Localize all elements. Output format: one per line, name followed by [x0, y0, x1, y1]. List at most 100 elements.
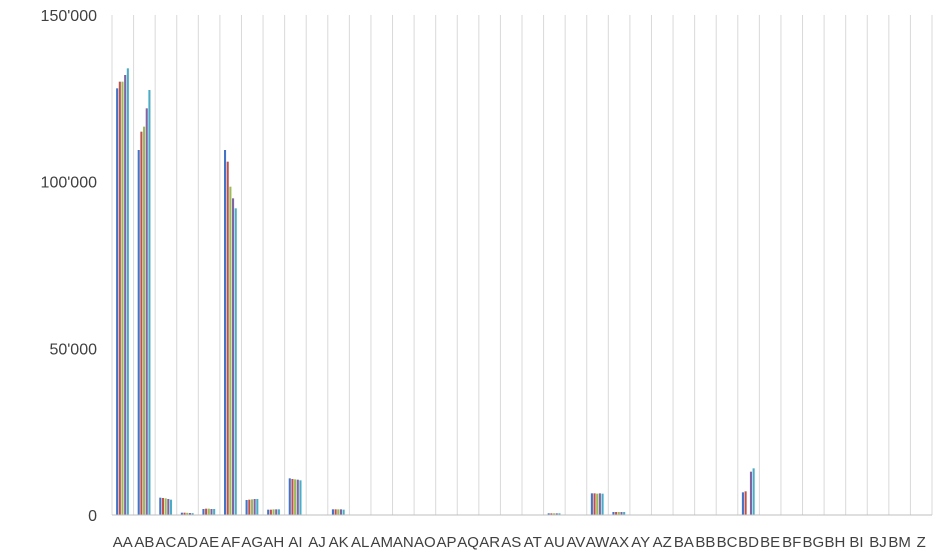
x-tick-label: AV [566, 534, 585, 551]
x-tick-label: AC [156, 534, 177, 551]
x-tick-label: AO [414, 534, 436, 551]
x-tick-label: AW [586, 534, 610, 551]
bar-AX-2 [615, 512, 618, 515]
x-tick-label: BH [824, 534, 845, 551]
bar-AA-3 [121, 81, 124, 516]
x-tick-label: AL [351, 534, 369, 551]
bar-AI-3 [294, 479, 297, 515]
bar-AX-1 [612, 512, 615, 515]
bar-AD-2 [183, 512, 186, 515]
bar-AK-1 [331, 509, 334, 515]
x-tick-label: AT [524, 534, 542, 551]
y-tick-labels: 0 50'000 100'000 150'000 [41, 8, 98, 525]
bar-AH-2 [269, 509, 272, 515]
x-tick-label: AH [263, 534, 284, 551]
bar-AW-2 [593, 493, 596, 515]
x-tick-label: AS [501, 534, 521, 551]
bar-AG-2 [248, 499, 251, 515]
x-tick-label: Z [917, 534, 926, 551]
bar-AH-1 [267, 509, 270, 515]
bar-AE-4 [210, 509, 213, 515]
bar-AU-2 [550, 513, 553, 515]
bar-AW-4 [598, 493, 601, 515]
x-tick-label: AD [177, 534, 198, 551]
bar-AX-5 [623, 512, 626, 515]
x-tick-label: BD [738, 534, 759, 551]
bar-AC-1 [159, 497, 162, 515]
bar-AA-4 [124, 75, 127, 515]
x-tick-label: AY [631, 534, 650, 551]
bar-AF-5 [234, 208, 237, 515]
bar-AW-5 [601, 493, 604, 515]
x-tick-label: AU [544, 534, 565, 551]
bar-AD-1 [180, 512, 183, 515]
x-tick-label: AQ [457, 534, 479, 551]
bar-AH-5 [277, 509, 280, 515]
bar-AA-2 [118, 81, 121, 516]
x-tick-label: BC [717, 534, 738, 551]
bar-BD-5 [752, 468, 755, 515]
x-tick-label: AI [288, 534, 302, 551]
x-tick-label: BI [849, 534, 863, 551]
x-tick-label: AZ [653, 534, 672, 551]
x-tick-label: AM [370, 534, 393, 551]
bar-AG-3 [250, 499, 254, 515]
bar-AD-5 [191, 513, 194, 515]
bar-AB-3 [143, 126, 146, 516]
bar-AG-4 [253, 499, 256, 515]
bar-BD-1 [741, 492, 744, 515]
x-tick-label: BM [888, 534, 911, 551]
x-tick-label: AA [113, 534, 133, 551]
x-tick-label: AR [479, 534, 500, 551]
bar-AC-2 [161, 498, 165, 515]
bar-AF-3 [229, 186, 232, 516]
x-tick-labels: AA AB AC AD AE AF AG AH AI AJ AK AL AM AN AO AP AQ AR AS AT… [113, 534, 926, 551]
x-tick-label: BJ [869, 534, 887, 551]
bar-AI-1 [288, 478, 291, 515]
bar-AB-4 [145, 108, 148, 515]
bar-AK-2 [334, 509, 337, 515]
bar-AG-5 [256, 499, 259, 515]
bar-AK-5 [342, 509, 345, 515]
x-tick-label: BF [782, 534, 801, 551]
bar-AU-1 [547, 513, 550, 515]
y-tick-label: 100'000 [41, 175, 98, 192]
x-tick-label: AJ [308, 534, 326, 551]
category-gridlines [111, 15, 933, 515]
bar-AF-2 [226, 161, 229, 516]
bar-AU-4 [555, 513, 558, 515]
x-tick-label: AB [134, 534, 154, 551]
x-tick-label: BA [674, 534, 694, 551]
bar-AG-1 [245, 500, 248, 515]
bar-AK-4 [339, 509, 342, 515]
bar-AE-5 [213, 509, 216, 515]
y-tick-label: 0 [88, 508, 97, 525]
bar-AU-3 [553, 513, 556, 515]
x-tick-label: BB [695, 534, 715, 551]
bar-AC-3 [164, 498, 167, 515]
bar-AE-1 [202, 509, 205, 515]
x-tick-label: AK [329, 534, 349, 551]
bar-AX-4 [620, 512, 623, 515]
x-tick-label: AE [199, 534, 219, 551]
bar-AW-3 [596, 493, 599, 515]
bar-AC-5 [169, 499, 173, 515]
bar-AE-2 [205, 508, 208, 515]
bar-AI-4 [296, 479, 299, 515]
bar-AD-3 [186, 512, 189, 515]
bar-BD-4 [749, 471, 752, 515]
bar-AB-5 [148, 90, 151, 515]
x-tick-label: AG [241, 534, 263, 551]
bar-AI-5 [299, 480, 302, 515]
bar-AF-1 [223, 150, 227, 515]
bar-AH-3 [272, 509, 275, 515]
y-tick-label: 50'000 [49, 341, 97, 358]
bar-AD-4 [188, 513, 191, 515]
x-tick-label: AP [436, 534, 456, 551]
bar-AB-2 [140, 131, 143, 516]
bar-AH-4 [275, 509, 278, 515]
bar-AF-4 [232, 198, 235, 515]
bar-AW-1 [590, 493, 593, 515]
x-tick-label: BE [760, 534, 780, 551]
x-tick-label: AF [221, 534, 240, 551]
